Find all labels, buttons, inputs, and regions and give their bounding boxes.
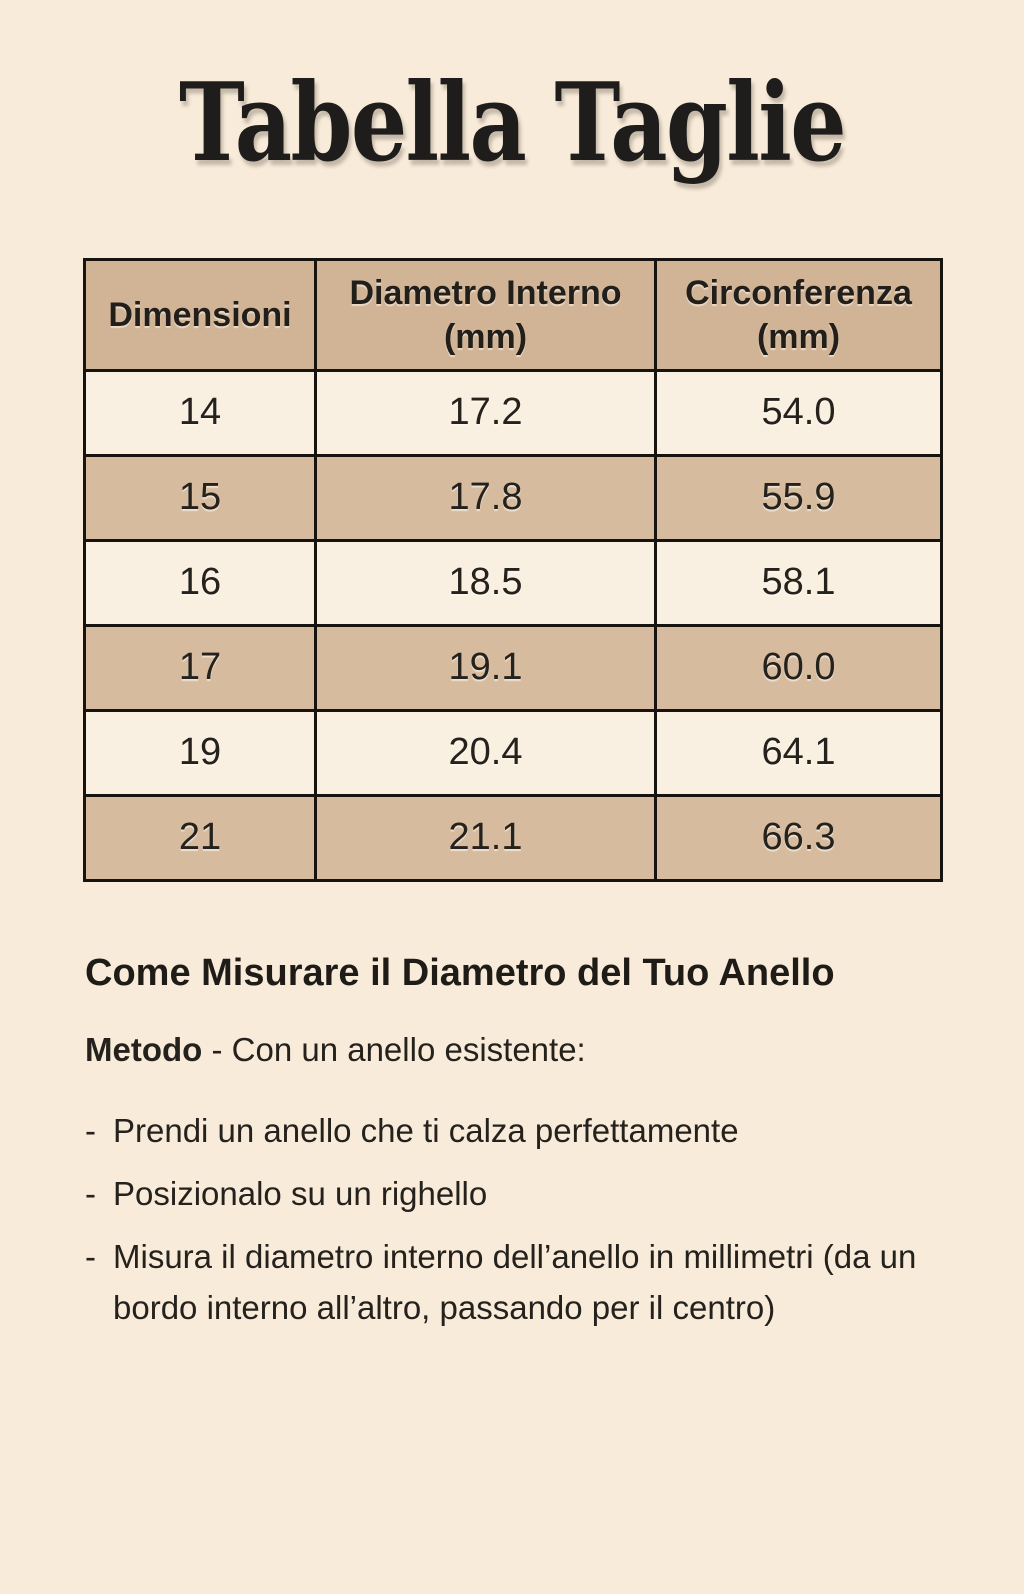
table-row: 19 20.4 64.1: [83, 708, 943, 797]
cell-diameter: 19.1: [314, 623, 657, 712]
table-row: 17 19.1 60.0: [83, 623, 943, 712]
col-header-circonferenza: Circonferenza (mm): [654, 257, 943, 372]
cell-size: 15: [83, 453, 317, 542]
cell-size: 14: [83, 368, 317, 457]
table-row: 21 21.1 66.3: [83, 793, 943, 882]
method-line: Metodo - Con un anello esistente:: [85, 1027, 939, 1073]
list-item-text: Misura il diametro interno dell’anello i…: [113, 1238, 917, 1327]
col-header-circonferenza-label: Circonferenza: [685, 273, 912, 312]
list-item: - Posizionalo su un righello: [85, 1168, 939, 1219]
list-item-text: Prendi un anello che ti calza perfettame…: [113, 1111, 739, 1149]
list-item: - Prendi un anello che ti calza perfetta…: [85, 1105, 939, 1156]
cell-circumference: 64.1: [654, 708, 943, 797]
how-to-measure-section: Come Misurare il Diametro del Tuo Anello…: [85, 952, 939, 1334]
bullet-dash: -: [85, 1238, 96, 1276]
cell-diameter: 18.5: [314, 538, 657, 627]
table-row: 14 17.2 54.0: [83, 368, 943, 457]
col-header-diametro-unit: (mm): [443, 317, 528, 356]
col-header-diametro-interno: Diametro Interno (mm): [314, 257, 657, 372]
cell-diameter: 21.1: [314, 793, 657, 882]
method-text: - Con un anello esistente:: [202, 1030, 586, 1068]
page-title: Tabella Taglie: [179, 60, 847, 186]
cell-size: 17: [83, 623, 317, 712]
col-header-dimensioni-label: Dimensioni: [108, 295, 292, 334]
bullet-dash: -: [85, 1175, 96, 1213]
cell-circumference: 66.3: [654, 793, 943, 882]
cell-circumference: 60.0: [654, 623, 943, 712]
col-header-dimensioni: Dimensioni: [83, 257, 317, 372]
list-item-text: Posizionalo su un righello: [113, 1175, 488, 1213]
cell-circumference: 54.0: [654, 368, 943, 457]
section-heading: Come Misurare il Diametro del Tuo Anello: [85, 951, 835, 994]
cell-diameter: 20.4: [314, 708, 657, 797]
table-row: 16 18.5 58.1: [83, 538, 943, 627]
cell-size: 21: [83, 793, 317, 882]
instructions-list: - Prendi un anello che ti calza perfetta…: [85, 1105, 939, 1334]
cell-diameter: 17.2: [314, 368, 657, 457]
table-header-row: Dimensioni Diametro Interno (mm) Circonf…: [83, 257, 943, 372]
table-row: 15 17.8 55.9: [83, 453, 943, 542]
col-header-diametro-label: Diametro Interno: [349, 273, 622, 312]
size-guide-page: Tabella Taglie Dimensioni Diametro Inter…: [0, 58, 1024, 1594]
col-header-circonferenza-unit: (mm): [756, 317, 841, 356]
cell-diameter: 17.8: [314, 453, 657, 542]
cell-circumference: 55.9: [654, 453, 943, 542]
method-label: Metodo: [85, 1030, 203, 1068]
cell-size: 16: [83, 538, 317, 627]
ring-size-table: Dimensioni Diametro Interno (mm) Circonf…: [83, 257, 943, 882]
cell-size: 19: [83, 708, 317, 797]
bullet-dash: -: [85, 1111, 96, 1149]
list-item: - Misura il diametro interno dell’anello…: [85, 1231, 939, 1333]
cell-circumference: 58.1: [654, 538, 943, 627]
